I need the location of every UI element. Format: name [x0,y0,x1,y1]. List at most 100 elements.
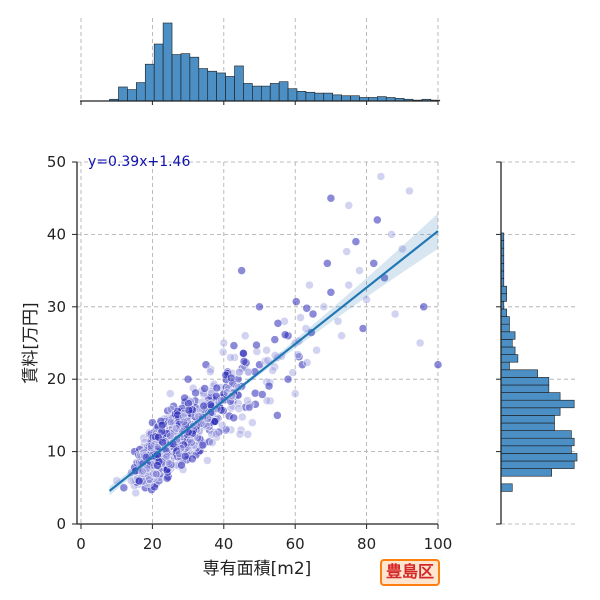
top-histogram-bar [269,83,280,102]
scatter-point [376,172,386,181]
scatter-point [162,446,171,456]
scatter-point [158,438,167,447]
scatter-point [323,259,332,268]
axis-ticks: 0 20 40 60 80 100 0 10 20 30 40 50 [47,101,501,553]
scatter-point [164,459,174,468]
top-histogram-bar [305,91,316,102]
scatter-point [226,353,235,362]
scatter-point [263,356,272,365]
top-histogram-bar [234,65,244,102]
scatter-point [212,391,221,401]
right-histogram [500,232,578,492]
scatter-point [235,367,244,377]
scatter-point [344,280,353,290]
scatter-point [248,418,257,427]
scatter-point [219,338,229,348]
scatter-point [149,469,158,479]
scatter-point [405,186,414,196]
scatter-point [268,366,277,375]
scatter-point [201,419,211,428]
scatter-point [171,424,181,433]
right-histogram-bar [500,468,552,477]
top-histogram-bar [243,83,253,102]
scatter-point [250,388,260,398]
scatter-point [142,464,152,473]
y-axis-label: 賃料[万円] [21,302,41,383]
scatter-point [262,345,271,355]
right-histogram-bar [500,377,550,386]
scatter-point [162,451,172,461]
right-histogram-bar [500,445,572,454]
top-histogram-bar [198,68,209,102]
top-histogram-bar [136,82,146,102]
right-histogram-bar [500,285,507,295]
scatter-point [255,302,264,312]
right-histogram-bar [500,323,510,333]
scatter-point [157,420,167,430]
scatter-point [119,483,129,493]
right-histogram-bar [500,453,578,462]
right-histogram-bar [500,331,516,340]
right-histogram-bar [500,308,507,317]
top-histogram-bar [332,94,342,102]
regression-equation: y=0.39x+1.46 [88,154,190,170]
scatter-point [198,440,208,450]
right-histogram-bar [500,437,575,447]
y-tick-label: 20 [47,370,66,388]
scatter-point [319,302,329,312]
x-tick-label: 60 [286,535,305,553]
right-histogram-bar [500,460,575,469]
scatter-point [326,193,336,203]
top-histogram-bar [296,91,307,102]
scatter-point [308,309,318,319]
scatter-point [298,360,307,369]
scatter-point [166,417,176,427]
scatter-point [131,488,141,498]
top-histogram-bar [278,81,289,102]
y-tick-label: 30 [47,298,66,316]
scatter-point [362,295,371,304]
top-histogram-bar [323,92,333,102]
scatter-point [188,454,197,464]
scatter-point [207,430,216,439]
scatter-point [302,304,311,313]
scatter-point [179,417,189,427]
scatter-point [191,388,200,398]
scatter-point [270,335,280,344]
scatter-point [264,381,274,391]
scatter-point [177,460,186,470]
right-histogram-bar [500,392,561,401]
top-histogram-bar [171,54,182,102]
scatter-point [146,443,156,453]
right-histogram-bar [500,361,510,371]
scatter-point [153,461,162,470]
scatter-point [273,411,282,420]
scatter-point [187,438,196,447]
right-histogram-bar [500,415,555,424]
scatter-point [369,259,378,268]
scatter-point [184,405,194,415]
x-tick-label: 0 [76,535,86,553]
scatter-point [200,384,209,393]
top-histogram-bar [341,95,351,102]
scatter-point [243,396,252,405]
top-histogram-bar [377,96,387,102]
x-axis-label: 専有面積[m2] [203,559,312,579]
scatter-point [326,288,336,297]
scatter-point [190,441,199,450]
scatter-point [293,350,303,359]
top-histogram-bar [314,92,325,102]
scatter-point [166,389,175,398]
right-histogram-bar [500,346,516,355]
scatter-point [258,390,267,399]
scatter-point [291,297,301,306]
top-histogram-bar [153,43,164,102]
regression-group [108,213,439,496]
top-histogram-bar [189,56,200,102]
scatter-point [150,482,159,492]
scatter-point [206,367,215,376]
scatter-point [138,467,147,476]
scatter-point [202,421,211,431]
scatter-point [238,412,247,422]
